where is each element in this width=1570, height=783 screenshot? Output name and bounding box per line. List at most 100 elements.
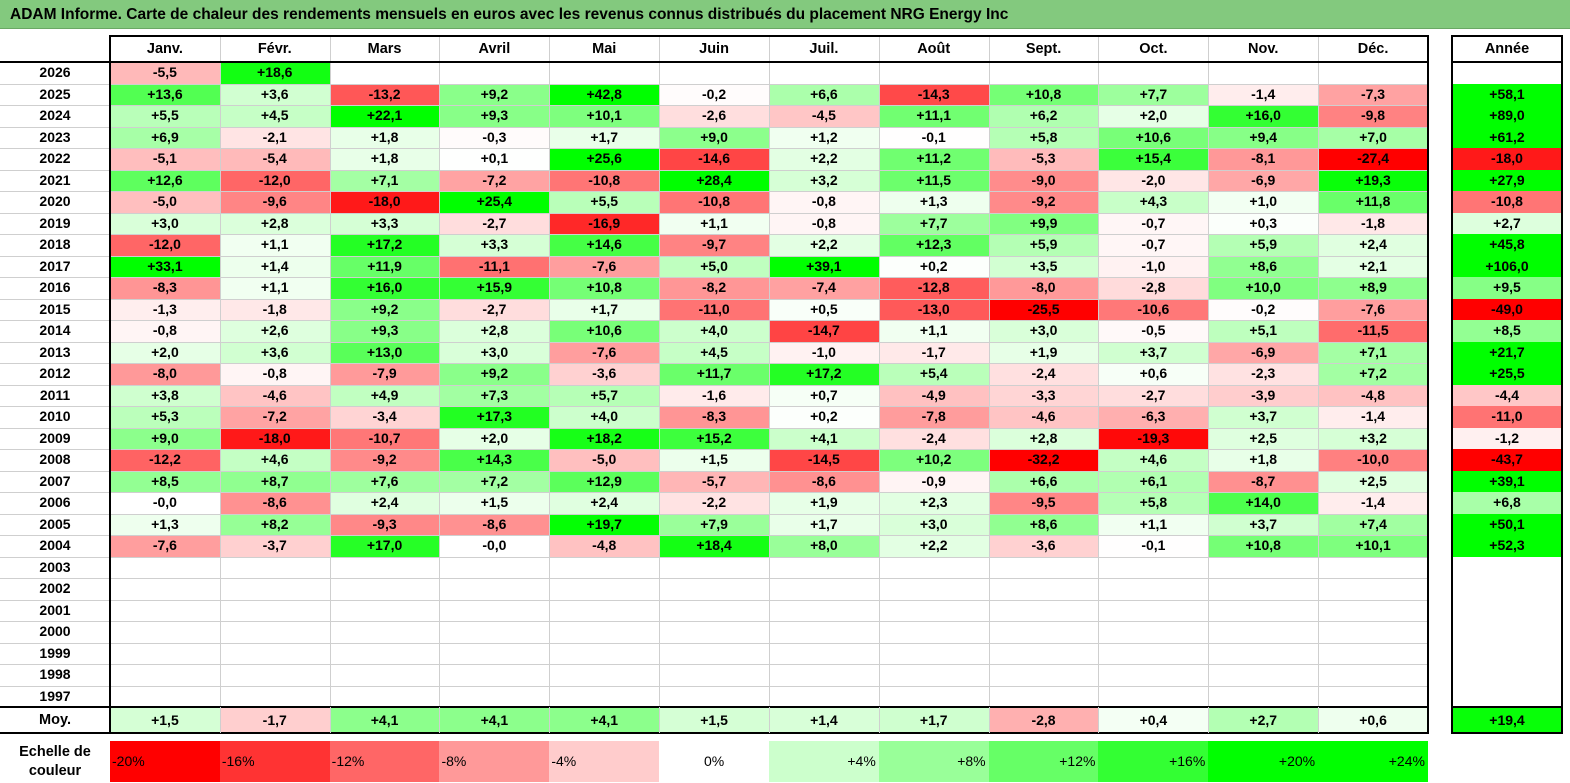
heatmap-cell: -16,9 <box>549 212 660 234</box>
heatmap-cell: -3,9 <box>1208 384 1319 406</box>
heatmap-cell: -2,4 <box>988 363 1099 385</box>
heatmap-cell: -7,2 <box>219 406 330 428</box>
heatmap-cell <box>439 599 550 621</box>
heatmap-cell: +7,9 <box>659 513 769 535</box>
average-col-line <box>1208 707 1210 733</box>
annual-cell: +61,2 <box>1452 126 1562 148</box>
heatmap-cell <box>659 664 769 686</box>
heatmap-cell: +1,9 <box>988 341 1099 363</box>
header-separator <box>110 61 1428 63</box>
heatmap-cell: -11,1 <box>439 255 550 277</box>
heatmap-cell: -7,6 <box>110 535 220 557</box>
heatmap-cell: -14,7 <box>768 320 879 342</box>
year-label: 2006 <box>39 494 71 510</box>
heatmap-cell: +8,7 <box>219 470 330 492</box>
heatmap-cell: -6,9 <box>1208 169 1319 191</box>
heatmap-cell: -9,6 <box>219 191 330 213</box>
heatmap-cell: -1,8 <box>1318 212 1428 234</box>
heatmap-cell: -12,0 <box>219 169 330 191</box>
heatmap-cell: -0,5 <box>1098 320 1209 342</box>
heatmap-cell: -12,0 <box>110 234 220 256</box>
year-row-line <box>0 126 110 128</box>
year-label: 2018 <box>39 236 71 252</box>
heatmap-cell <box>988 599 1099 621</box>
year-row-line <box>0 341 110 343</box>
heatmap-cell: +7,1 <box>329 169 440 191</box>
heatmap-cell: +4,1 <box>768 427 879 449</box>
year-label: 2007 <box>39 472 71 489</box>
average-cell: +4,1 <box>329 707 440 733</box>
heatmap-cell: -1,4 <box>1208 83 1319 105</box>
month-header: Févr. <box>257 41 292 57</box>
heatmap-cell: +15,4 <box>1098 148 1209 170</box>
heatmap-cell <box>549 685 660 707</box>
heatmap-cell: -18,0 <box>329 191 440 213</box>
heatmap-cell: +10,6 <box>549 320 660 342</box>
heatmap-cell: -1,7 <box>878 341 989 363</box>
heatmap-cell: +2,1 <box>1318 255 1428 277</box>
heatmap-cell <box>878 621 989 643</box>
average-cell: -2,8 <box>988 707 1099 733</box>
month-header: Nov. <box>1248 41 1279 57</box>
heatmap-cell <box>768 664 879 686</box>
month-header: Sept. <box>1025 41 1062 57</box>
heatmap-cell <box>329 642 440 664</box>
heatmap-cell: +10,2 <box>878 449 989 471</box>
heatmap-cell <box>549 556 660 578</box>
heatmap-cell: -13,0 <box>878 298 989 320</box>
heatmap-cell: +9,9 <box>988 212 1099 234</box>
heatmap-cell: +7,4 <box>1318 513 1428 535</box>
year-label: 2019 <box>39 214 71 231</box>
heatmap-cell: +3,5 <box>988 255 1099 277</box>
year-row-line <box>0 449 110 450</box>
heatmap-cell <box>1098 556 1209 578</box>
year-row-line <box>0 535 110 536</box>
heatmap-cell: +10,1 <box>1318 535 1428 557</box>
year-label: 1999 <box>39 644 71 661</box>
year-label: 2025 <box>39 85 71 102</box>
year-label: 2024 <box>39 107 71 123</box>
heatmap-cell <box>1318 642 1428 664</box>
heatmap-cell: +7,0 <box>1318 126 1428 148</box>
heatmap-cell <box>1318 599 1428 621</box>
heatmap-cell <box>110 621 220 643</box>
heatmap-cell: +11,2 <box>878 148 989 170</box>
year-label: 2014 <box>39 322 71 338</box>
heatmap-cell: +4,6 <box>1098 449 1209 471</box>
average-col-line <box>768 707 770 733</box>
heatmap-cell: +1,8 <box>1208 449 1319 471</box>
annual-cell: +39,1 <box>1452 470 1562 492</box>
heatmap-cell: -5,7 <box>659 470 769 492</box>
annual-cell <box>1452 685 1562 707</box>
heatmap-cell <box>988 556 1099 578</box>
year-label: 2013 <box>39 343 71 360</box>
annual-cell: +21,7 <box>1452 341 1562 363</box>
heatmap-cell: +5,0 <box>659 255 769 277</box>
month-header: Déc. <box>1357 41 1389 57</box>
heatmap-cell: +3,7 <box>1208 406 1319 428</box>
heatmap-cell: +1,1 <box>219 277 330 299</box>
heatmap-cell: -8,6 <box>439 513 550 535</box>
year-column-header: Année <box>1484 41 1530 57</box>
heatmap-cell: +12,3 <box>878 234 989 256</box>
heatmap-cell: -8,0 <box>110 363 220 385</box>
heatmap-cell: +9,2 <box>329 298 440 320</box>
heatmap-cell: -1,0 <box>768 341 879 363</box>
heatmap-cell: -4,6 <box>988 406 1099 428</box>
year-label: 2020 <box>39 193 71 209</box>
heatmap-cell <box>988 642 1099 664</box>
heatmap-cell <box>1098 642 1209 664</box>
year-label: 2002 <box>39 580 71 596</box>
heatmap-cell: +17,0 <box>329 535 440 557</box>
heatmap-cell <box>329 599 440 621</box>
heatmap-cell: -5,5 <box>110 62 220 84</box>
heatmap-cell: +42,8 <box>549 83 660 105</box>
heatmap-cell: +16,0 <box>329 277 440 299</box>
color-scale-step: +12% <box>988 741 1099 782</box>
heatmap-cell: -3,7 <box>219 535 330 557</box>
average-col-line <box>878 707 880 733</box>
heatmap-cell: +7,7 <box>878 212 989 234</box>
heatmap-cell: +11,7 <box>659 363 769 385</box>
heatmap-cell: +3,0 <box>988 320 1099 342</box>
heatmap-cell: +11,9 <box>329 255 440 277</box>
